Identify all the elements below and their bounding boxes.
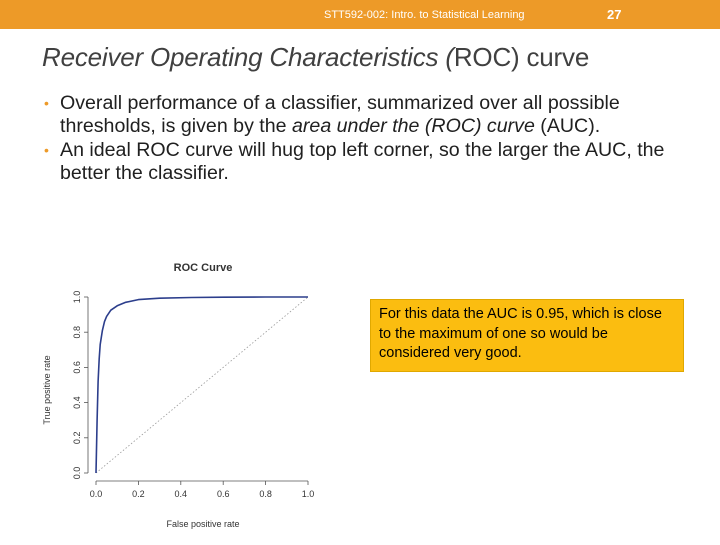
diagonal-reference-line bbox=[95, 296, 309, 474]
roc-chart: ROC Curve False positive rate True posit… bbox=[40, 255, 330, 540]
y-tick-label: 0.6 bbox=[72, 361, 82, 374]
chart-plot-area: 0.0 0.2 0.4 0.6 0.8 1.0 0.0 0.2 0.4 0.6 0.8 1.0 bbox=[72, 291, 314, 499]
roc-chart-svg: ROC Curve False positive rate True posit… bbox=[42, 262, 314, 529]
y-tick-label: 1.0 bbox=[72, 291, 82, 304]
x-axis-label: False positive rate bbox=[166, 519, 239, 529]
bullet-item: • Overall performance of a classifier, su… bbox=[44, 92, 694, 138]
course-title: STT592-002: Intro. to Statistical Learni… bbox=[324, 9, 525, 21]
y-tick-label: 0.4 bbox=[72, 396, 82, 409]
roc-curve-line bbox=[95, 296, 308, 474]
bullet-text-italic: area under the (ROC) curve bbox=[292, 115, 535, 137]
header-bar: STT592-002: Intro. to Statistical Learni… bbox=[0, 0, 720, 29]
y-tick-label: 0.0 bbox=[72, 467, 82, 480]
chart-title: ROC Curve bbox=[174, 262, 233, 274]
bullet-item: • An ideal ROC curve will hug top left co… bbox=[44, 139, 694, 185]
slide-title-normal: ROC) curve bbox=[453, 42, 590, 72]
slide-title-italic: Receiver Operating Characteristics ( bbox=[42, 42, 454, 72]
bullet-list: • Overall performance of a classifier, su… bbox=[44, 92, 694, 186]
bullet-text: (AUC). bbox=[534, 115, 601, 137]
y-axis-label: True positive rate bbox=[42, 355, 52, 424]
slide-title: Receiver Operating Characteristics (ROC)… bbox=[42, 42, 589, 73]
x-tick-label: 0.4 bbox=[175, 489, 188, 499]
y-tick-label: 0.8 bbox=[72, 326, 82, 339]
x-tick-label: 0.0 bbox=[90, 489, 103, 499]
bullet-text: Overall performance of a classifier, sum… bbox=[60, 92, 620, 137]
x-tick-label: 0.6 bbox=[217, 489, 230, 499]
bullet-dot-icon: • bbox=[44, 142, 49, 158]
page-number: 27 bbox=[607, 7, 622, 22]
auc-callout-box: For this data the AUC is 0.95, which is … bbox=[370, 299, 684, 372]
bullet-text: An ideal ROC curve will hug top left cor… bbox=[60, 139, 665, 184]
x-tick-label: 0.8 bbox=[259, 489, 272, 499]
x-tick-label: 0.2 bbox=[132, 489, 145, 499]
y-tick-label: 0.2 bbox=[72, 432, 82, 445]
bullet-dot-icon: • bbox=[44, 95, 49, 111]
x-tick-label: 1.0 bbox=[302, 489, 315, 499]
